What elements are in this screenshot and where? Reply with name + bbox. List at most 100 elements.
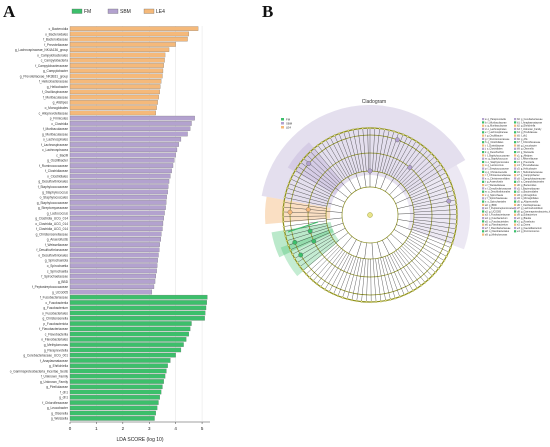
bar-g-streptomyceaceae — [69, 205, 166, 210]
key-label: a7: f_Flavobacteriaceae — [485, 227, 511, 230]
key-label: a4: g_Fusobacterium — [485, 217, 507, 220]
key-swatch — [482, 187, 485, 190]
leaf-node — [370, 300, 373, 304]
key-label: b4: g_Pirellulaceae — [517, 131, 538, 134]
branch-line — [384, 256, 400, 297]
leaf-node — [398, 295, 401, 298]
key-swatch — [514, 200, 517, 203]
branch-line — [338, 133, 355, 174]
branch-line — [283, 202, 327, 209]
branch-line — [313, 248, 342, 281]
key-swatch — [514, 213, 517, 216]
branch-line — [283, 215, 327, 217]
key-swatch — [514, 144, 517, 147]
leaf-node — [338, 132, 341, 135]
key-label: c0: g_Weissella — [517, 151, 534, 154]
sector-sbm-3 — [287, 142, 345, 195]
x-tick-label: 2 — [122, 426, 125, 431]
branch-line — [317, 145, 344, 180]
key-swatch — [482, 230, 485, 233]
leaf-node — [445, 255, 448, 258]
leaf-node — [454, 227, 457, 230]
key-label: q: g_Christensenella — [485, 171, 507, 174]
branch-line — [335, 232, 349, 243]
key-swatch — [482, 127, 485, 131]
branch-line — [380, 257, 391, 300]
taxon-label: g_Lachnospiraceae_NK4A136_group — [15, 48, 68, 52]
branch-line — [390, 233, 403, 245]
key-label: d0: g_Bacteroides — [517, 184, 537, 187]
panel-letter-b: B — [262, 2, 273, 21]
legend-swatch-fm — [71, 8, 83, 14]
leaf-node — [383, 128, 386, 131]
branch-line — [292, 174, 332, 195]
key-label: c5: g_Helicobacter — [517, 168, 537, 171]
key-swatch — [482, 174, 485, 177]
taxon-label: g_Prevotellaceae_NK3B31_group — [20, 74, 68, 78]
taxon-label: f_Fusobacteriaceae — [40, 296, 68, 300]
taxon-label: g_Spirochaetota — [45, 259, 68, 263]
clad-legend-swatch — [281, 122, 284, 125]
leaf-node — [342, 131, 345, 134]
bar-o-bacteroidales — [69, 31, 189, 37]
key-swatch — [482, 131, 485, 134]
key-swatch — [514, 190, 517, 193]
leaf-node — [282, 201, 285, 204]
leaf-node — [283, 230, 286, 233]
key-label: b0: g_Cerebacteriaceae — [517, 118, 543, 121]
taxon-label: g_Alistipes — [53, 101, 69, 105]
leaf-node — [346, 297, 349, 301]
key-label: e0: g_Blautia — [517, 217, 532, 220]
leaf-node — [455, 213, 459, 216]
taxon-label: o_Desulfovibrionales — [38, 253, 68, 257]
key-swatch — [482, 200, 485, 203]
bar-p-fusobacteriota — [69, 321, 192, 326]
leaf-node — [366, 126, 369, 130]
branch-line — [347, 257, 359, 300]
taxon-label: o_Monoglobales — [45, 106, 69, 110]
leaf-node — [308, 276, 311, 279]
bar-f-muribaculaceae — [69, 94, 159, 100]
branch-line — [348, 239, 357, 254]
branch-line — [363, 171, 367, 188]
bar-o-campylobacterales — [69, 52, 166, 58]
lda-bars — [69, 26, 208, 421]
biomarker-node — [311, 238, 317, 244]
key-swatch — [514, 203, 517, 206]
key-swatch — [514, 217, 517, 220]
branch-line — [409, 176, 449, 196]
biomarker-node — [298, 252, 304, 258]
taxon-label: f_Desulfovibrionaceae — [36, 248, 68, 252]
sector-le4 — [265, 196, 331, 225]
leaf-node — [444, 171, 447, 174]
branch-line — [407, 168, 444, 192]
taxon-label: f_Clostridia_UCG_014 — [36, 227, 68, 231]
key-swatch — [482, 157, 485, 160]
key-swatch — [482, 167, 485, 170]
bar-g-anaerofustis — [69, 237, 161, 242]
key-label: e: f_Lachnospiraceae — [485, 131, 509, 134]
branch-line — [400, 153, 432, 184]
bar-c-lachnospiracea — [69, 147, 178, 153]
leaf-node — [299, 161, 302, 164]
leaf-node — [360, 300, 363, 303]
bar-o-lachnospirales — [69, 136, 182, 142]
bar-g-clostridia-ucg-014 — [69, 215, 164, 221]
branch-line — [395, 250, 422, 286]
taxon-label: f_Chloroflexaceae — [42, 401, 68, 405]
branch-line — [404, 241, 439, 269]
leaf-node — [451, 241, 454, 245]
taxon-label: c_Bacteroidia — [49, 27, 69, 31]
leaf-node — [296, 165, 299, 168]
branch-line — [412, 190, 454, 203]
bar-f-flavobacteriaceae — [69, 326, 191, 332]
branch-line — [405, 164, 441, 190]
key-label: d3: g_Monoglobus — [517, 194, 537, 197]
key-swatch — [514, 141, 517, 144]
branch-line — [361, 258, 366, 302]
key-label: d: o_Lachnospirales — [485, 128, 507, 131]
bar-g-muribaculaceae — [69, 131, 188, 137]
bar-g-helicobacter — [69, 84, 161, 89]
branch-line — [411, 229, 453, 244]
leaf-node — [403, 293, 406, 297]
